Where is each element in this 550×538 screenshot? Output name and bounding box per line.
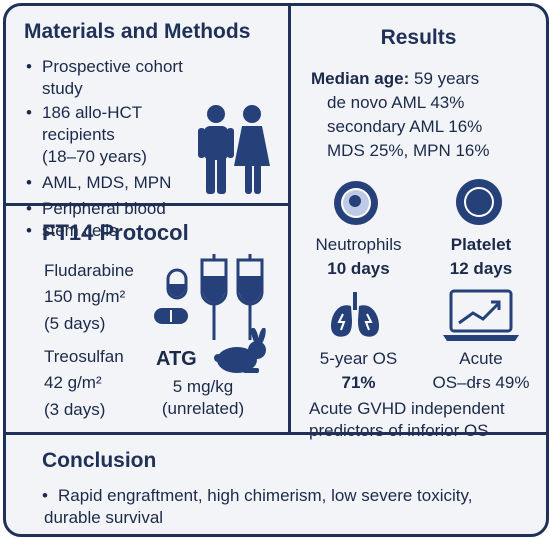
materials-item-cont: (18–70 years) bbox=[42, 147, 147, 166]
diagnosis-breakdown: de novo AML 43% secondary AML 16% MDS 25… bbox=[327, 92, 490, 162]
neutrophil-value: 10 days bbox=[327, 259, 390, 278]
median-age: Median age: 59 years bbox=[311, 68, 541, 90]
pill-icon bbox=[154, 268, 188, 324]
treosulfan-dose: 42 g/m² bbox=[44, 373, 102, 392]
diagnosis-line: MDS 25%, MPN 16% bbox=[327, 141, 490, 160]
fludarabine-dose: 150 mg/m² bbox=[44, 287, 126, 306]
fludarabine-days: (5 days) bbox=[44, 314, 106, 333]
gvhd-note-line: Acute GVHD independent bbox=[309, 399, 505, 418]
fludarabine-block: Fludarabine 150 mg/m² (5 days) bbox=[44, 260, 134, 335]
acute-label: Acute bbox=[459, 349, 503, 368]
diagnosis-line: secondary AML 16% bbox=[327, 117, 483, 136]
median-age-value: 59 years bbox=[413, 69, 480, 88]
results-panel: Results Median age: 59 years de novo AML… bbox=[291, 6, 546, 440]
atg-dose: 5 mg/kg bbox=[172, 377, 234, 396]
people-icon bbox=[198, 105, 270, 194]
atg-name: ATG bbox=[156, 348, 197, 370]
platelet-value: 12 days bbox=[449, 259, 513, 278]
laptop-chart-icon bbox=[443, 289, 519, 341]
os-block: 5-year OS 71% bbox=[296, 348, 421, 394]
neutrophil-label: Neutrophils bbox=[315, 235, 402, 254]
materials-panel: Materials and Methods Prospective cohort… bbox=[6, 6, 291, 242]
diagnosis-line: de novo AML 43% bbox=[327, 93, 465, 112]
atg-block: 5 mg/kg (unrelated) bbox=[148, 376, 258, 420]
protocol-panel: FT14 Protocol Fludarabine 150 mg/m² (5 d… bbox=[6, 206, 291, 434]
conclusion-title: Conclusion bbox=[42, 449, 157, 472]
neutrophil-cell-icon bbox=[334, 181, 378, 225]
protocol-title: FT14 Protocol bbox=[42, 220, 189, 245]
results-title: Results bbox=[380, 26, 457, 49]
treosulfan-name: Treosulfan bbox=[44, 347, 124, 366]
platelet-block: Platelet 12 days bbox=[421, 234, 541, 280]
atg-note: (unrelated) bbox=[161, 399, 245, 418]
median-age-label: Median age: bbox=[311, 69, 410, 88]
fludarabine-name: Fludarabine bbox=[44, 261, 134, 280]
materials-item: 186 allo-HCT recipients bbox=[20, 102, 210, 146]
materials-item-cont: stem cells bbox=[20, 220, 210, 242]
iv-bag-icon bbox=[200, 254, 264, 340]
rabbit-icon bbox=[214, 328, 266, 373]
acute-value: OS–dғs 49% bbox=[432, 373, 530, 392]
platelet-label: Platelet bbox=[450, 235, 512, 254]
treosulfan-days: (3 days) bbox=[44, 400, 106, 419]
materials-item: Peripheral blood bbox=[20, 198, 210, 220]
materials-title: Materials and Methods bbox=[24, 20, 251, 43]
os-value: 71% bbox=[341, 373, 376, 392]
infographic-frame: Materials and Methods Prospective cohort… bbox=[3, 3, 549, 537]
materials-list: Prospective cohort study 186 allo-HCT re… bbox=[20, 56, 210, 244]
gvhd-note: Acute GVHD independent predictors of inf… bbox=[309, 398, 544, 442]
conclusion-item: Rapid engraftment, high chimerism, low s… bbox=[36, 485, 536, 507]
lungs-icon bbox=[331, 292, 379, 337]
acute-block: Acute OS–dғs 49% bbox=[421, 348, 541, 394]
treosulfan-block: Treosulfan 42 g/m² (3 days) bbox=[44, 346, 124, 421]
materials-item: AML, MDS, MPN bbox=[20, 172, 210, 194]
materials-item: Prospective cohort study bbox=[20, 56, 210, 100]
conclusion-list: Rapid engraftment, high chimerism, low s… bbox=[36, 485, 536, 507]
os-label: 5-year OS bbox=[319, 349, 398, 368]
platelet-icon bbox=[456, 179, 502, 225]
conclusion-panel: Conclusion Rapid engraftment, high chime… bbox=[6, 432, 546, 534]
conclusion-line-cont: durable survival bbox=[44, 508, 164, 527]
neutrophil-block: Neutrophils 10 days bbox=[296, 234, 421, 280]
conclusion-line: Rapid engraftment, high chimerism, low s… bbox=[58, 486, 473, 505]
gvhd-note-line: predictors of inforior OS bbox=[309, 421, 489, 440]
